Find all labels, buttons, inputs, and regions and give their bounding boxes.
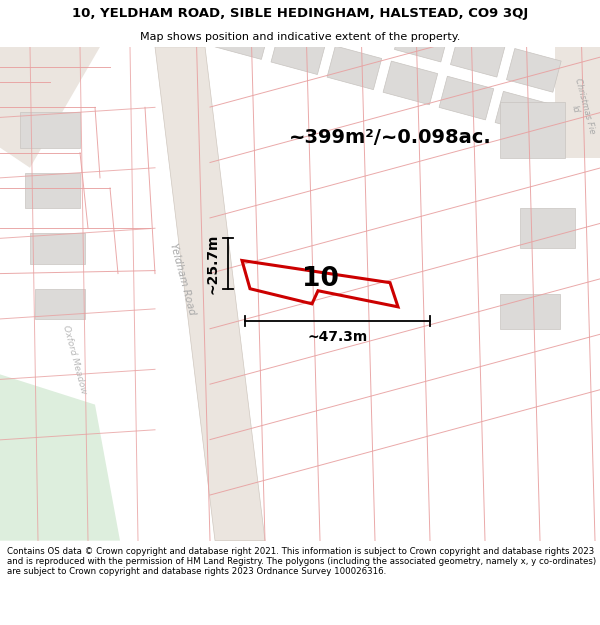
Bar bbox=[35, 289, 85, 319]
Text: 10: 10 bbox=[302, 266, 338, 292]
Bar bbox=[500, 102, 565, 158]
Text: ~399m²/~0.098ac.: ~399m²/~0.098ac. bbox=[289, 128, 491, 147]
Polygon shape bbox=[394, 18, 449, 62]
Polygon shape bbox=[327, 46, 382, 89]
Polygon shape bbox=[495, 91, 550, 135]
Text: 10, YELDHAM ROAD, SIBLE HEDINGHAM, HALSTEAD, CO9 3QJ: 10, YELDHAM ROAD, SIBLE HEDINGHAM, HALST… bbox=[72, 7, 528, 19]
Polygon shape bbox=[0, 374, 120, 541]
Bar bbox=[500, 294, 560, 329]
Polygon shape bbox=[383, 61, 438, 105]
Polygon shape bbox=[0, 47, 100, 168]
Bar bbox=[30, 233, 85, 264]
Text: Map shows position and indicative extent of the property.: Map shows position and indicative extent… bbox=[140, 31, 460, 41]
Polygon shape bbox=[0, 47, 85, 108]
Polygon shape bbox=[439, 76, 494, 120]
Polygon shape bbox=[271, 31, 326, 74]
Polygon shape bbox=[555, 47, 600, 158]
Polygon shape bbox=[155, 47, 265, 541]
Bar bbox=[25, 173, 80, 208]
Text: Oxford Meadow: Oxford Meadow bbox=[61, 324, 89, 394]
Text: Yeldham Road: Yeldham Road bbox=[167, 241, 196, 316]
Polygon shape bbox=[451, 33, 505, 77]
Text: Contains OS data © Crown copyright and database right 2021. This information is : Contains OS data © Crown copyright and d… bbox=[7, 546, 596, 576]
Text: ~47.3m: ~47.3m bbox=[307, 330, 368, 344]
Bar bbox=[20, 112, 80, 148]
Bar bbox=[520, 208, 575, 248]
Polygon shape bbox=[215, 16, 269, 59]
Polygon shape bbox=[506, 49, 561, 92]
Text: ~25.7m: ~25.7m bbox=[205, 233, 219, 294]
Text: Christmas Fie
ld: Christmas Fie ld bbox=[563, 77, 597, 138]
